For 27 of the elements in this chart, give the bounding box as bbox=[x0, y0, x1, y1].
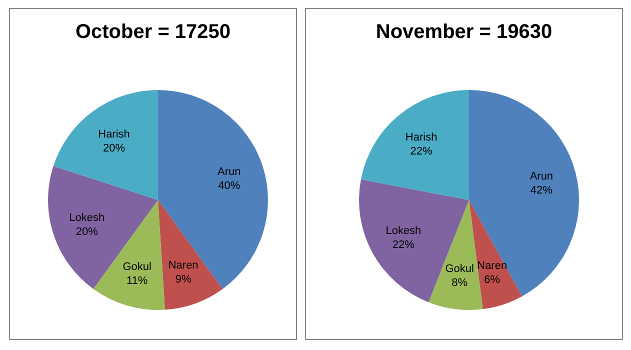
data-label: 20% bbox=[103, 142, 126, 154]
data-label: 8% bbox=[452, 277, 468, 290]
slice-label: Harish bbox=[98, 128, 130, 140]
data-label: 6% bbox=[484, 274, 500, 286]
pie-slice bbox=[48, 166, 158, 289]
pie-slice bbox=[53, 90, 158, 200]
data-label: 9% bbox=[175, 273, 192, 286]
slice-label: Gokul bbox=[445, 263, 474, 276]
slice-label: Naren bbox=[168, 259, 198, 272]
slice-label: Harish bbox=[405, 131, 438, 144]
slice-label: Arun bbox=[530, 170, 554, 182]
data-label: 22% bbox=[392, 239, 415, 252]
slice-label: Lokesh bbox=[386, 225, 422, 238]
slice-label: Arun bbox=[218, 166, 241, 178]
chart-title: October = 17250 bbox=[74, 21, 232, 44]
chart-title: November = 19630 bbox=[374, 21, 554, 44]
pie-slice bbox=[158, 200, 223, 310]
data-label: 11% bbox=[126, 274, 148, 287]
data-label: 20% bbox=[76, 226, 98, 238]
slice-label: Lokesh bbox=[69, 212, 105, 224]
pie-slice bbox=[158, 90, 268, 289]
data-label: 42% bbox=[530, 184, 553, 196]
data-label: 22% bbox=[410, 145, 433, 158]
slice-label: Gokul bbox=[122, 260, 152, 273]
slice-label: Naren bbox=[477, 260, 508, 272]
pie-slice bbox=[360, 90, 469, 200]
data-label: 40% bbox=[218, 180, 240, 192]
